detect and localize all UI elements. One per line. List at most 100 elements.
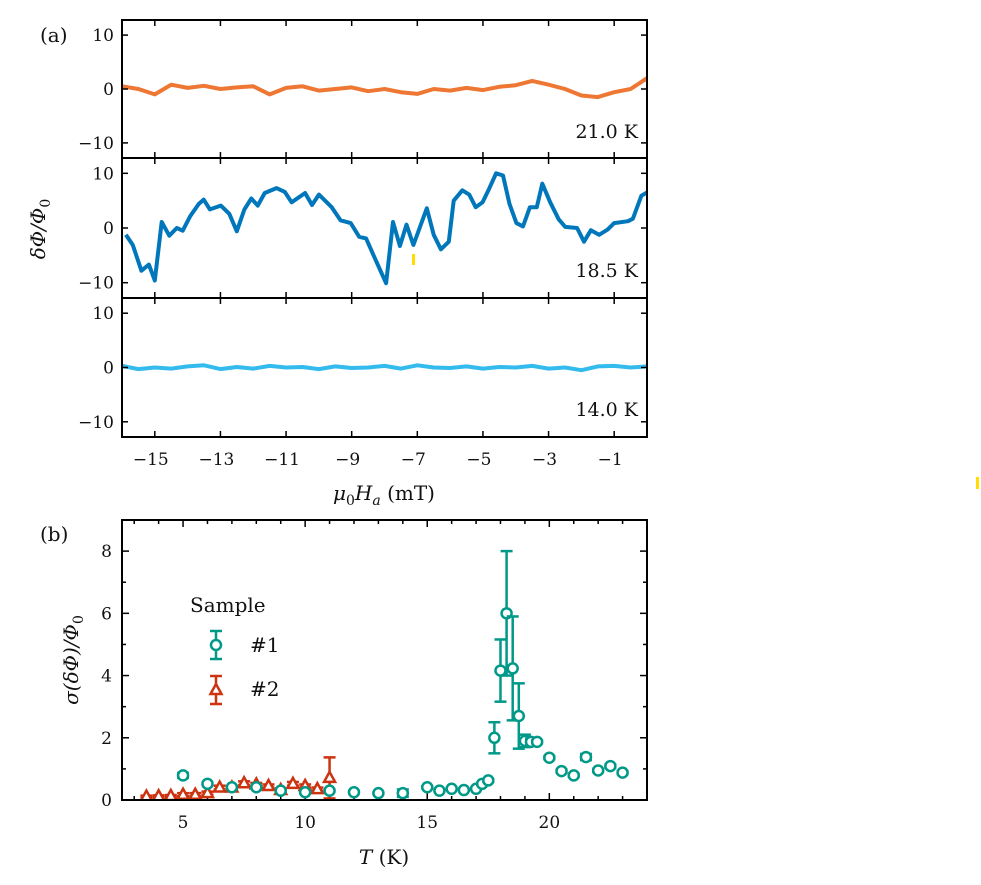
- legend-title: Sample: [190, 593, 266, 617]
- circle-marker: [457, 783, 471, 797]
- circle-marker: [488, 731, 501, 745]
- triangle-marker: [139, 787, 154, 800]
- circle-marker: [372, 786, 385, 800]
- circle-marker: [543, 751, 556, 764]
- y-tick-label: 4: [101, 667, 112, 687]
- temp-label-14: 14.0 K: [575, 399, 638, 421]
- triangle-marker: [208, 681, 224, 696]
- circle-marker: [347, 785, 361, 799]
- panel-b-xlabel: T (K): [359, 845, 409, 869]
- x-tick-label: −5: [466, 450, 491, 470]
- circle-marker: [209, 638, 223, 652]
- xlabel-suba: a: [372, 493, 380, 509]
- x-tick-label: −7: [401, 450, 426, 470]
- circle-marker: [506, 662, 519, 675]
- y-tick-label: 10: [92, 164, 114, 184]
- y-tick-label: 0: [103, 219, 114, 239]
- triangle-marker: [285, 775, 301, 790]
- panel-a-ylabel: δΦ/Φ0: [26, 199, 54, 260]
- y-tick-label: 0: [103, 80, 114, 100]
- artifact-mark: [412, 254, 415, 265]
- y-tick-label: −10: [78, 274, 114, 294]
- circle-marker: [591, 764, 605, 777]
- y-tick-label: 10: [92, 304, 114, 324]
- circle-marker: [482, 774, 495, 787]
- trace-18-5-K: [124, 171, 647, 286]
- circle-marker: [225, 780, 239, 794]
- circle-marker: [445, 782, 458, 796]
- circle-marker: [494, 664, 507, 677]
- x-tick-label: −13: [198, 450, 234, 470]
- ylabel-sub: 0: [38, 199, 54, 208]
- x-tick-label: 20: [539, 813, 561, 833]
- temp-label-18-5: 18.5 K: [575, 260, 638, 282]
- xlabel-unit: (mT): [381, 481, 435, 505]
- circle-marker: [555, 764, 568, 778]
- circle-marker: [176, 769, 190, 782]
- circle-marker: [579, 750, 593, 764]
- triangle-marker: [175, 786, 191, 800]
- series-sample-1: [176, 549, 629, 800]
- ylabel-main: δΦ/Φ: [26, 208, 50, 260]
- panel-b-tag: (b): [40, 522, 68, 546]
- circle-marker: [323, 784, 336, 797]
- xlabel-sub0: 0: [346, 493, 355, 509]
- artifact-mark: [976, 477, 979, 489]
- panel-b-axes: [121, 519, 648, 801]
- x-tick-label: −3: [532, 450, 557, 470]
- triangle-marker: [260, 777, 277, 792]
- triangle-marker: [151, 787, 166, 800]
- y-tick-label: 8: [101, 542, 112, 562]
- y-tick-label: 2: [101, 729, 112, 749]
- ylabel-b-main: σ(δΦ)/Φ: [59, 624, 83, 705]
- x-tick-label: −9: [335, 450, 360, 470]
- x-tick-label: −1: [598, 450, 623, 470]
- trace-14-0-K: [122, 363, 647, 373]
- xlabel-H: H: [354, 481, 373, 505]
- temp-label-21: 21.0 K: [575, 121, 638, 143]
- triangle-marker: [309, 780, 325, 795]
- y-tick-label: −10: [78, 413, 114, 433]
- xlabel-T: T: [359, 845, 374, 869]
- legend-label-2: #2: [250, 677, 279, 701]
- x-tick-label: 15: [416, 813, 438, 833]
- circle-marker: [250, 780, 263, 794]
- circle-marker: [396, 786, 410, 800]
- xlabel-b-unit: (K): [372, 845, 409, 869]
- circle-marker: [512, 709, 526, 723]
- legend: Sample #1 #2: [190, 593, 279, 706]
- triangle-marker: [212, 778, 228, 793]
- y-tick-label: 0: [101, 791, 112, 811]
- triangle-marker: [321, 769, 338, 784]
- trace-21-0-K: [122, 76, 647, 100]
- y-tick-label: 10: [92, 26, 114, 46]
- circle-marker: [298, 785, 312, 799]
- circle-marker: [567, 769, 580, 782]
- panel-a-tag: (a): [40, 23, 68, 47]
- x-tick-label: −15: [133, 450, 169, 470]
- y-tick-label: −10: [78, 134, 114, 154]
- x-tick-label: 10: [294, 813, 316, 833]
- circle-marker: [616, 766, 629, 779]
- panel-a-xlabel: μ0Ha (mT): [333, 481, 435, 509]
- circle-marker: [433, 784, 446, 797]
- xlabel-mu: μ: [333, 481, 346, 505]
- ylabel-b-sub: 0: [71, 615, 87, 624]
- panel-b-data: [139, 549, 629, 800]
- legend-label-1: #1: [250, 633, 279, 657]
- triangle-marker: [187, 786, 203, 800]
- circle-marker: [530, 735, 544, 749]
- circle-marker: [420, 780, 434, 794]
- x-tick-label: 5: [178, 813, 189, 833]
- circle-marker: [604, 759, 617, 773]
- panel-a-axes-2: [121, 297, 648, 438]
- y-tick-label: 0: [103, 359, 114, 379]
- triangle-marker: [199, 784, 216, 799]
- triangle-marker: [236, 774, 252, 789]
- y-tick-label: 6: [101, 604, 112, 624]
- circle-marker: [274, 784, 287, 797]
- x-tick-label: −11: [264, 450, 300, 470]
- circle-marker: [201, 777, 214, 791]
- triangle-marker: [163, 787, 178, 800]
